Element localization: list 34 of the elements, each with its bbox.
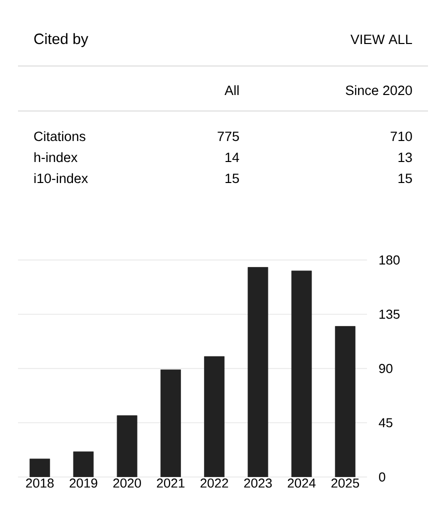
text: 15 xyxy=(226,174,239,184)
y-tick-label: 45 xyxy=(378,418,392,428)
bar xyxy=(248,267,268,477)
y-tick-label: 90 xyxy=(379,364,392,374)
bar xyxy=(30,458,50,477)
bar xyxy=(73,451,94,477)
text: 13 xyxy=(398,152,412,162)
y-tick-label: 0 xyxy=(379,472,386,482)
y-tick-label: 180 xyxy=(380,255,400,265)
text: i10-index xyxy=(34,173,88,184)
x-tick-label: 2018 xyxy=(26,478,54,488)
x-tick-label: 2023 xyxy=(244,478,272,488)
text: All xyxy=(224,85,239,95)
bar xyxy=(334,326,356,477)
x-tick-label: 2019 xyxy=(70,478,98,488)
x-tick-label: 2021 xyxy=(156,478,184,488)
x-tick-label: 2024 xyxy=(288,478,316,488)
bar xyxy=(116,415,138,477)
text: Since 2020 xyxy=(346,85,412,96)
x-tick-label: 2020 xyxy=(113,478,141,488)
text: 775 xyxy=(218,132,239,142)
x-tick-label: 2022 xyxy=(200,478,228,488)
text: 14 xyxy=(226,152,240,162)
x-tick-label: 2025 xyxy=(331,478,360,488)
text: Cited by xyxy=(34,33,88,48)
text: h-index xyxy=(34,152,78,162)
y-tick-label: 135 xyxy=(380,310,400,319)
bar xyxy=(291,270,312,477)
text: 15 xyxy=(398,174,412,184)
text: VIEW ALL xyxy=(350,34,412,44)
text: 710 xyxy=(390,132,412,142)
bar xyxy=(204,356,225,477)
bar xyxy=(160,370,181,477)
text: Citations xyxy=(34,131,86,142)
